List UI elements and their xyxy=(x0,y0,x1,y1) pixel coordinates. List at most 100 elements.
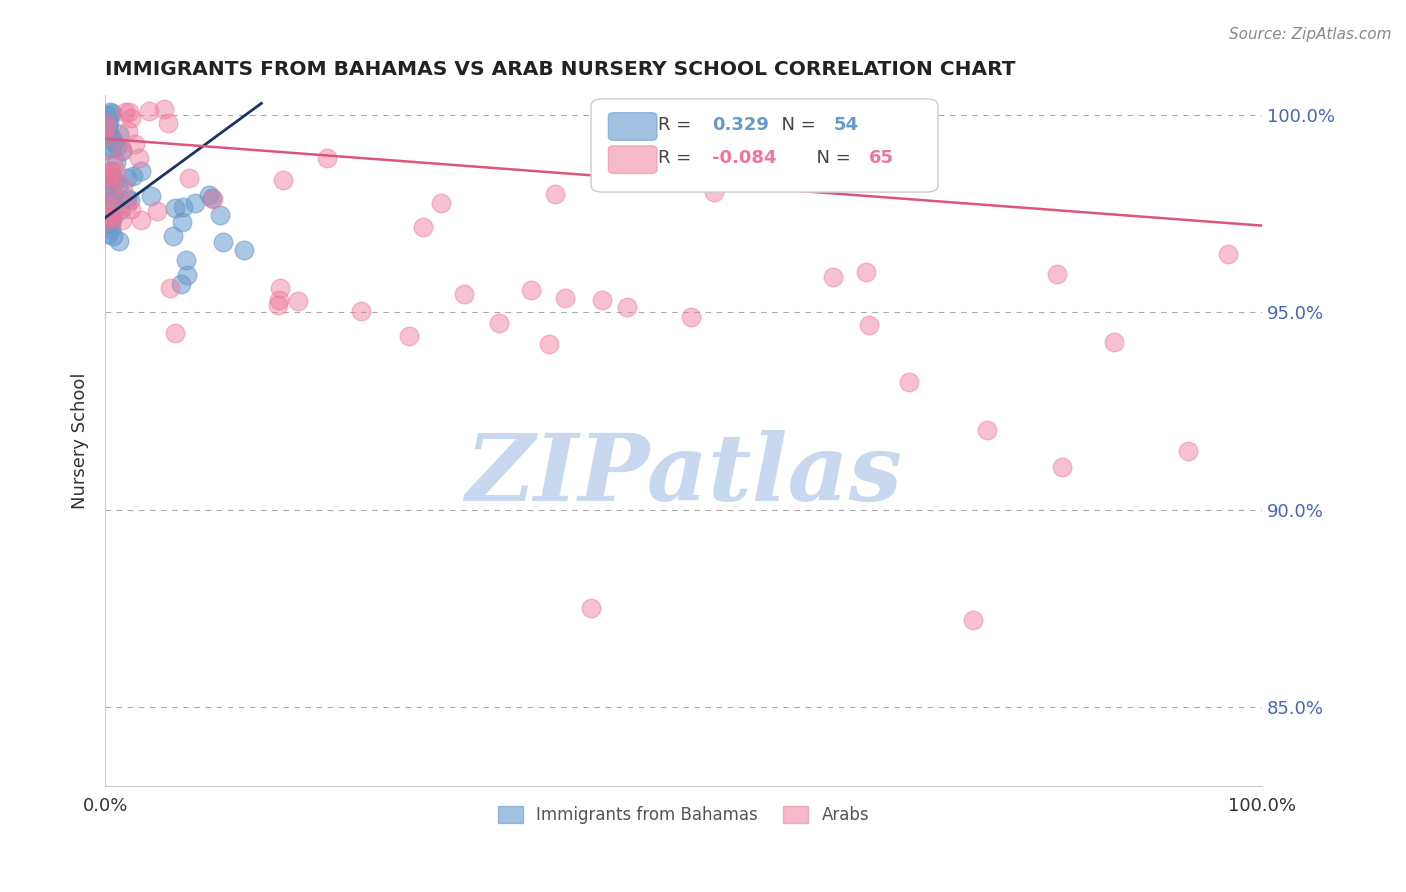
Point xyxy=(488,317,510,331)
Point xyxy=(174,252,197,267)
Point xyxy=(110,213,132,227)
Text: N =: N = xyxy=(770,116,823,134)
Point xyxy=(118,193,141,207)
Point xyxy=(107,127,129,141)
Point xyxy=(111,180,134,194)
Point xyxy=(120,112,142,126)
Point xyxy=(101,141,124,155)
Text: 0.329: 0.329 xyxy=(713,116,769,134)
Point xyxy=(98,171,121,186)
Point xyxy=(1216,247,1239,261)
Point xyxy=(94,209,117,223)
Point xyxy=(97,117,120,131)
Point xyxy=(103,155,125,169)
Point xyxy=(316,152,339,166)
Point xyxy=(117,198,139,212)
Point xyxy=(101,212,124,227)
Point xyxy=(100,217,122,231)
Point xyxy=(821,269,844,284)
Point xyxy=(98,169,121,184)
Point xyxy=(104,155,127,169)
Y-axis label: Nursery School: Nursery School xyxy=(72,372,89,508)
Point xyxy=(94,108,117,122)
Point xyxy=(1046,267,1069,281)
Point xyxy=(96,196,118,211)
Point xyxy=(100,106,122,120)
Point xyxy=(152,102,174,116)
FancyBboxPatch shape xyxy=(609,112,657,140)
Text: N =: N = xyxy=(806,149,856,168)
Point xyxy=(104,163,127,178)
Point xyxy=(94,116,117,130)
Point xyxy=(122,169,145,184)
Point xyxy=(129,164,152,178)
Point xyxy=(111,144,134,158)
Point xyxy=(96,121,118,136)
Point xyxy=(129,212,152,227)
FancyBboxPatch shape xyxy=(591,99,938,192)
Point xyxy=(176,268,198,283)
Point xyxy=(170,277,193,292)
Point xyxy=(100,164,122,178)
Point xyxy=(100,222,122,236)
Point xyxy=(520,283,543,297)
Point xyxy=(96,128,118,142)
Point xyxy=(94,178,117,193)
Text: Source: ZipAtlas.com: Source: ZipAtlas.com xyxy=(1229,27,1392,42)
Point xyxy=(101,188,124,202)
Point xyxy=(1052,460,1074,475)
Point xyxy=(96,194,118,208)
Point xyxy=(976,423,998,437)
Point xyxy=(108,234,131,248)
Text: 65: 65 xyxy=(869,149,894,168)
Point xyxy=(100,209,122,223)
Point xyxy=(554,292,576,306)
Point xyxy=(1177,444,1199,458)
Point xyxy=(117,171,139,186)
Legend: Immigrants from Bahamas, Arabs: Immigrants from Bahamas, Arabs xyxy=(489,797,877,832)
Text: 54: 54 xyxy=(834,116,859,134)
Point xyxy=(103,135,125,149)
Point xyxy=(159,281,181,295)
Point xyxy=(101,201,124,215)
Point xyxy=(429,196,451,211)
Point xyxy=(94,130,117,145)
Point xyxy=(616,301,638,315)
Point xyxy=(117,124,139,138)
Point xyxy=(287,293,309,308)
Point xyxy=(120,202,142,217)
Point xyxy=(101,229,124,244)
Point xyxy=(138,104,160,119)
Point xyxy=(162,229,184,244)
Point xyxy=(267,298,290,312)
Point xyxy=(172,215,194,229)
Point xyxy=(537,337,560,351)
Point xyxy=(107,178,129,193)
Text: R =: R = xyxy=(658,116,697,134)
Point xyxy=(211,235,233,249)
Point xyxy=(453,286,475,301)
Point xyxy=(94,143,117,157)
Point xyxy=(104,174,127,188)
Point xyxy=(97,108,120,122)
Point xyxy=(96,120,118,134)
Point xyxy=(201,192,224,206)
Point xyxy=(273,173,295,187)
Point xyxy=(100,193,122,207)
Point xyxy=(172,200,194,214)
Point xyxy=(97,216,120,230)
Point xyxy=(111,142,134,156)
Point xyxy=(105,139,128,153)
Point xyxy=(1102,334,1125,349)
Point xyxy=(98,115,121,129)
Point xyxy=(681,310,703,324)
Point xyxy=(114,105,136,120)
Point xyxy=(269,281,291,295)
Point xyxy=(100,130,122,145)
Point xyxy=(141,189,163,203)
Point xyxy=(94,215,117,229)
Point xyxy=(117,191,139,205)
Point xyxy=(184,195,207,210)
Point xyxy=(412,219,434,234)
Point xyxy=(198,188,221,202)
